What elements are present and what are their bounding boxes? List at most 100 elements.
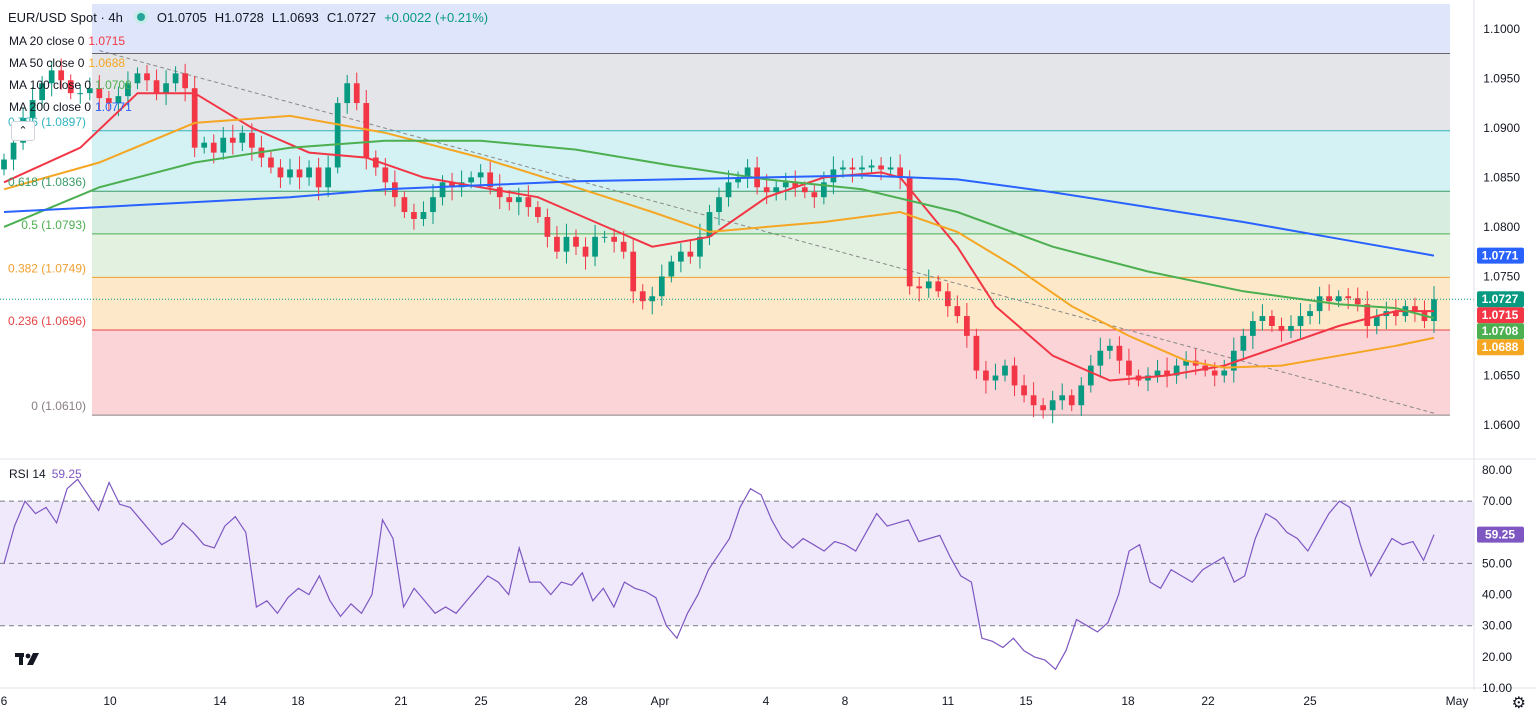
ohlc-high: H1.0728 xyxy=(214,9,264,25)
candle-body xyxy=(763,187,770,193)
candle-body xyxy=(573,236,579,247)
candle-body xyxy=(906,177,913,287)
candle-body xyxy=(687,251,694,257)
time-tick-label: 28 xyxy=(574,694,588,708)
rsi-badge-label: 59.25 xyxy=(1485,528,1515,542)
candle-body xyxy=(735,177,741,183)
legend-ma20[interactable]: MA 20 close 0 1.0715 xyxy=(9,34,125,48)
candle-body xyxy=(315,167,322,188)
candle-body xyxy=(1240,335,1247,351)
candle-body xyxy=(868,165,875,168)
candle-body xyxy=(1288,325,1294,331)
candle-body xyxy=(77,93,84,95)
candle-body xyxy=(725,182,732,198)
candle-body xyxy=(964,316,970,336)
candle-body xyxy=(983,370,989,381)
candle-body xyxy=(992,375,999,381)
candle-body xyxy=(515,197,522,203)
legend-ma50[interactable]: MA 50 close 0 1.0688 xyxy=(9,56,125,70)
candle-body xyxy=(163,83,169,94)
candle-body xyxy=(468,177,474,183)
legend-ma200[interactable]: MA 200 close 0 1.0771 xyxy=(9,100,132,114)
ma-line xyxy=(3,92,1434,382)
candle-body xyxy=(601,236,608,238)
collapse-legend-button[interactable]: ⌃ xyxy=(11,121,35,141)
ma-line xyxy=(3,139,1435,320)
ohlc-change: +0.0022 (+0.21%) xyxy=(384,9,489,25)
candle-body xyxy=(496,187,503,198)
fib-zones xyxy=(92,4,1450,416)
fib-zone xyxy=(92,233,1450,278)
candle-body xyxy=(1049,400,1056,411)
price-tick-label: 1.1000 xyxy=(1483,22,1520,36)
candle-body xyxy=(10,142,17,160)
candle-body xyxy=(544,217,551,237)
candle-body xyxy=(1154,370,1161,376)
candle-body xyxy=(401,197,408,213)
candle-body xyxy=(1393,311,1399,317)
price-tick-label: 1.0800 xyxy=(1483,220,1520,234)
candle-body xyxy=(487,172,494,188)
symbol-title[interactable]: EUR/USD Spot · 4h xyxy=(8,9,123,25)
legend-rsi[interactable]: RSI 14 59.25 xyxy=(9,467,82,481)
candle-body xyxy=(611,236,617,242)
candle-body xyxy=(1126,360,1132,376)
candle-body xyxy=(1354,298,1361,305)
candle-body xyxy=(29,100,36,118)
candle-body xyxy=(973,335,980,371)
candle-body xyxy=(954,306,961,317)
legend-ma100[interactable]: MA 100 close 0 1.0708 xyxy=(9,78,132,92)
settings-gear-icon[interactable]: ⚙ xyxy=(1511,695,1526,712)
candle-body xyxy=(506,197,513,203)
candle-body xyxy=(411,212,417,219)
candle-body xyxy=(801,187,808,193)
candle-body xyxy=(1059,395,1066,401)
candle-body xyxy=(344,83,351,104)
candle-body xyxy=(287,169,293,178)
candle-body xyxy=(325,167,331,188)
time-tick-label: Apr xyxy=(651,694,670,708)
candle-body xyxy=(1230,350,1237,371)
ohlc-low: L1.0693 xyxy=(271,9,319,25)
tradingview-logo-icon[interactable] xyxy=(14,648,44,670)
candle-body xyxy=(229,137,236,143)
candle-body xyxy=(249,132,255,148)
legend-ma100-value: 1.0708 xyxy=(95,78,132,92)
candle-body xyxy=(1,159,7,170)
candle-body xyxy=(1221,370,1228,376)
candle-body xyxy=(1250,321,1256,336)
rsi-pane xyxy=(0,500,1474,627)
rsi-series-line xyxy=(3,478,1435,671)
candle-body xyxy=(172,73,179,84)
candle-body xyxy=(849,167,856,170)
candle-body xyxy=(563,236,570,252)
candle-body xyxy=(477,172,484,178)
price-badge-label: 1.0715 xyxy=(1482,308,1519,322)
candle-body xyxy=(706,212,713,237)
candle-body xyxy=(716,197,722,213)
price-badge-label: 1.0771 xyxy=(1482,249,1519,263)
fib-label: 0.618 (1.0836) xyxy=(8,175,86,189)
fib-labels: 0 (1.0610) 0.236 (1.0696) 0.382 (1.0749) 0.… xyxy=(8,115,86,413)
fib-label: 0.236 (1.0696) xyxy=(8,314,86,328)
candle-body xyxy=(1087,365,1094,386)
fib-label: 0.382 (1.0749) xyxy=(8,261,86,275)
candle-body xyxy=(782,182,789,188)
candle-body xyxy=(86,88,93,94)
candle-body xyxy=(201,142,208,148)
candle-body xyxy=(1183,360,1189,366)
candle-body xyxy=(1097,350,1104,366)
candle-body xyxy=(1030,395,1037,406)
price-badge xyxy=(1477,323,1524,340)
candle-body xyxy=(678,251,684,262)
candle-body xyxy=(144,73,150,81)
candle-body xyxy=(1373,316,1380,326)
candle-body xyxy=(668,261,675,277)
candle-body xyxy=(1107,345,1113,351)
time-tick-label: 21 xyxy=(394,694,408,708)
candle-body xyxy=(439,182,446,198)
candle-body xyxy=(306,167,312,178)
candle-body xyxy=(1164,370,1170,376)
